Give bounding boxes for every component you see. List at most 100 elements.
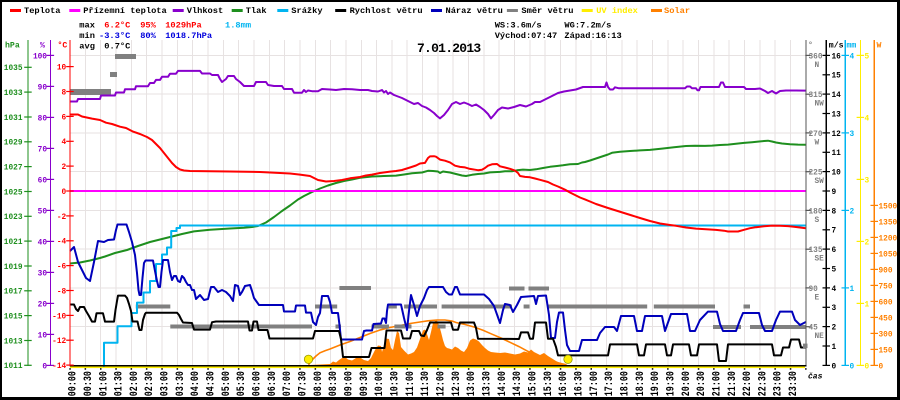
svg-text:S: S [815,217,820,225]
svg-text:05:00: 05:00 [220,371,232,396]
svg-text:10:30: 10:30 [388,371,400,396]
svg-text:1019: 1019 [4,264,23,272]
svg-text:1: 1 [865,301,870,309]
svg-text:Tlak: Tlak [246,6,267,16]
svg-text:100: 100 [33,53,47,61]
svg-text:UV index: UV index [596,6,638,16]
svg-text:3: 3 [850,131,855,139]
svg-text:4: 4 [865,115,870,123]
svg-text:8: 8 [832,208,837,216]
svg-text:04:00: 04:00 [189,371,201,396]
svg-text:600: 600 [879,299,893,307]
svg-text:4: 4 [850,53,855,61]
svg-text:1029hPa: 1029hPa [165,21,202,31]
svg-text:-12: -12 [52,338,66,346]
svg-text:20:30: 20:30 [695,371,707,396]
svg-text:04:30: 04:30 [205,371,217,396]
svg-text:14:30: 14:30 [511,371,523,396]
svg-text:95%: 95% [140,21,156,31]
svg-text:1200: 1200 [879,235,898,243]
svg-text:E: E [815,294,820,302]
svg-text:4: 4 [62,139,67,147]
svg-text:11:00: 11:00 [404,371,416,396]
svg-text:08:30: 08:30 [327,371,339,396]
svg-text:Přízemní teplota: Přízemní teplota [83,6,166,16]
svg-text:1021: 1021 [4,239,23,247]
svg-text:SW: SW [815,178,825,186]
svg-text:23:00: 23:00 [772,371,784,396]
svg-text:5: 5 [832,266,837,274]
svg-text:16:00: 16:00 [557,371,569,396]
svg-text:9: 9 [832,189,837,197]
svg-text:06:00: 06:00 [251,371,263,396]
svg-text:1017: 1017 [4,289,23,297]
svg-text:20: 20 [38,301,48,309]
svg-text:01:00: 01:00 [97,371,109,396]
svg-text:09:30: 09:30 [358,371,370,396]
svg-text:15:00: 15:00 [526,371,538,396]
svg-text:NE: NE [815,333,825,341]
svg-text:Vlhkost: Vlhkost [187,6,224,16]
svg-text:1.8mm: 1.8mm [225,21,251,31]
svg-text:19:00: 19:00 [649,371,661,396]
svg-text:13:30: 13:30 [480,371,492,396]
svg-text:750: 750 [879,283,893,291]
svg-text:1013: 1013 [4,338,23,346]
svg-text:0: 0 [832,363,837,371]
svg-text:%: % [40,42,45,51]
svg-text:5: 5 [865,53,870,61]
svg-text:min: min [79,31,95,41]
svg-text:N: N [815,62,820,70]
svg-text:0: 0 [879,363,884,371]
svg-text:90: 90 [38,84,48,92]
svg-text:900: 900 [879,267,893,275]
svg-text:SE: SE [815,256,825,264]
svg-text:°C: °C [58,42,68,51]
svg-text:80: 80 [38,115,48,123]
svg-text:10: 10 [57,65,67,73]
svg-text:-10: -10 [52,313,66,321]
svg-text:225: 225 [809,170,823,178]
svg-text:16: 16 [832,53,842,61]
svg-text:max: max [79,21,95,31]
svg-text:-6: -6 [57,264,67,272]
svg-text:12:00: 12:00 [434,371,446,396]
svg-text:1: 1 [850,286,855,294]
svg-text:1015: 1015 [4,314,23,322]
svg-text:45: 45 [809,325,819,333]
svg-text:60: 60 [38,177,48,185]
svg-text:90: 90 [809,286,819,294]
svg-text:1023: 1023 [4,214,23,222]
svg-text:NW: NW [815,101,825,109]
svg-text:14:00: 14:00 [496,371,508,396]
svg-text:02:00: 02:00 [128,371,140,396]
svg-text:40: 40 [38,239,48,247]
svg-text:05:30: 05:30 [235,371,247,396]
svg-text:80%: 80% [140,31,156,41]
svg-text:WG:7.2m/s: WG:7.2m/s [564,21,611,31]
svg-text:30: 30 [38,270,48,278]
svg-text:-4: -4 [57,239,67,247]
svg-text:1035: 1035 [4,65,23,73]
svg-text:07:00: 07:00 [281,371,293,396]
svg-text:07:30: 07:30 [296,371,308,396]
svg-text:315: 315 [809,92,823,100]
svg-text:00:00: 00:00 [67,371,79,396]
svg-text:06:30: 06:30 [266,371,278,396]
svg-text:21:30: 21:30 [726,371,738,396]
svg-text:W: W [815,139,820,147]
svg-text:2: 2 [62,164,67,172]
svg-text:00:30: 00:30 [82,371,94,396]
svg-text:180: 180 [809,208,823,216]
svg-text:Rychlost větru: Rychlost větru [350,6,423,16]
svg-text:1050: 1050 [879,251,898,259]
svg-text:150: 150 [879,347,893,355]
svg-text:0: 0 [865,363,870,371]
svg-text:135: 135 [809,247,823,255]
svg-text:mm: mm [847,42,857,51]
svg-text:10:00: 10:00 [373,371,385,396]
svg-text:08:00: 08:00 [312,371,324,396]
svg-text:6: 6 [62,114,67,122]
svg-text:13: 13 [832,111,842,119]
svg-text:14: 14 [832,92,842,100]
